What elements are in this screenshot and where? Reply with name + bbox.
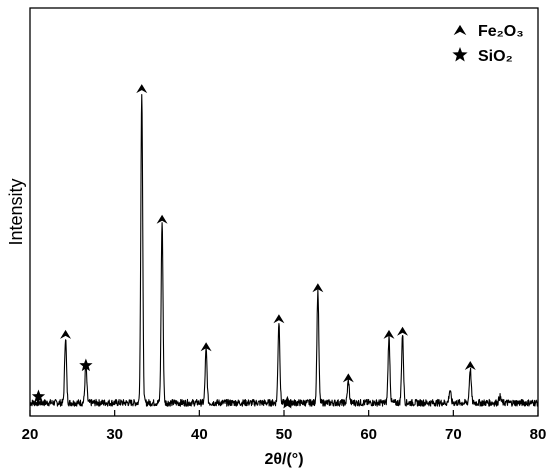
fe2o3-arrow-marker: [312, 283, 324, 293]
fe2o3-arrow-marker: [383, 329, 395, 339]
sio2-star-marker: [280, 395, 295, 409]
x-tick-label: 20: [22, 426, 39, 443]
fe2o3-arrow-marker: [464, 360, 476, 370]
sio2-star-marker: [79, 358, 93, 372]
legend-label: Fe₂O₃: [478, 23, 524, 40]
fe2o3-arrow-marker: [156, 214, 168, 224]
plot-frame: [29, 7, 539, 417]
legend-arrowhead-icon: [453, 24, 467, 36]
sio2-star-marker: [31, 389, 46, 403]
fe2o3-arrow-marker: [200, 342, 212, 352]
fe2o3-arrow-marker: [342, 373, 354, 383]
x-axis-tick-labels: 20 30 40 50 60 70 80: [22, 426, 547, 443]
x-axis-ticks: [29, 410, 539, 416]
fe2o3-arrow-marker: [60, 329, 72, 339]
x-tick-label: 50: [276, 426, 293, 443]
legend-star-icon: [452, 47, 468, 62]
legend-label: SiO₂: [478, 48, 513, 65]
spectrum-line: [29, 94, 539, 407]
legend: Fe₂O₃ SiO₂: [452, 23, 524, 65]
peak-markers: [31, 84, 476, 409]
fe2o3-arrow-marker: [136, 84, 148, 94]
x-tick-label: 30: [106, 426, 123, 443]
fe2o3-arrow-marker: [273, 314, 285, 324]
fe2o3-arrow-marker: [397, 326, 409, 336]
x-tick-label: 70: [445, 426, 462, 443]
x-tick-label: 40: [191, 426, 208, 443]
x-tick-label: 80: [530, 426, 547, 443]
x-tick-label: 60: [360, 426, 377, 443]
y-axis-label: Intensity: [6, 178, 26, 245]
x-axis-label: 2θ/(°): [264, 451, 303, 468]
